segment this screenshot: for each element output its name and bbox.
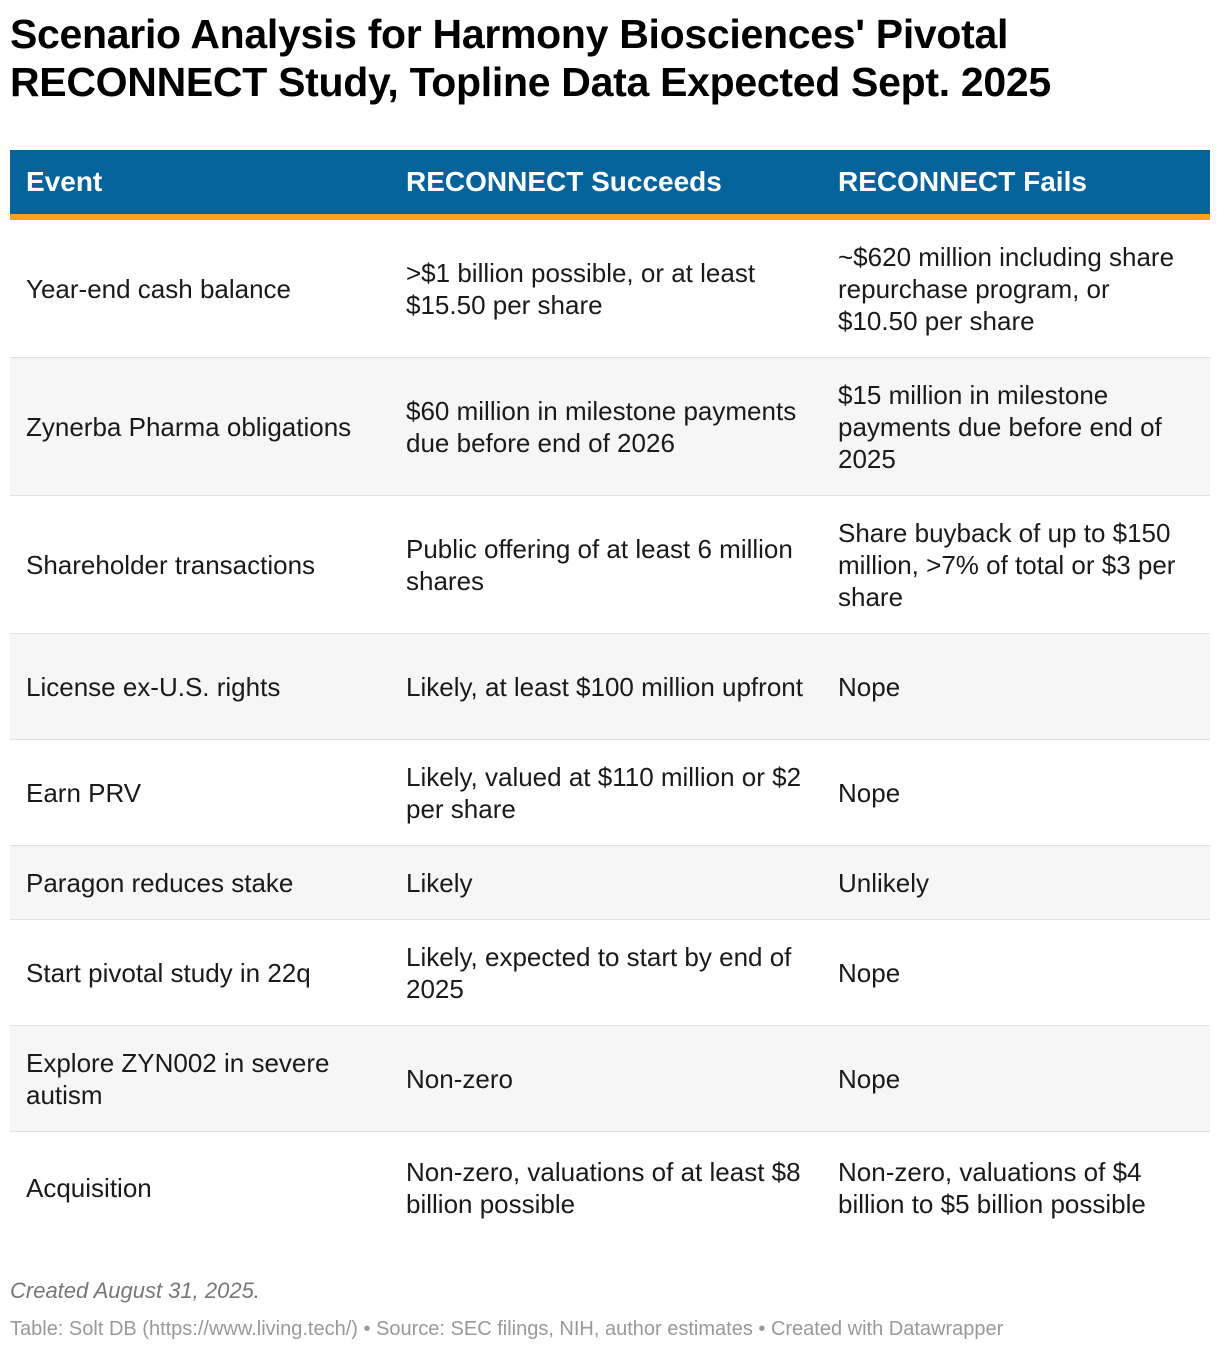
created-date-note: Created August 31, 2025. bbox=[10, 1278, 260, 1303]
succeeds-cell: $60 million in milestone payments due be… bbox=[390, 357, 822, 496]
title-line-2: RECONNECT Study, Topline Data Expected S… bbox=[10, 59, 1051, 105]
event-cell: Paragon reduces stake bbox=[10, 845, 390, 920]
fails-cell: Nope bbox=[822, 919, 1210, 1026]
table-row: Acquisition Non-zero, valuations of at l… bbox=[10, 1132, 1210, 1244]
succeeds-cell: Non-zero, valuations of at least $8 bill… bbox=[406, 1156, 801, 1219]
fails-cell: Nope bbox=[822, 739, 1210, 846]
table-row: Zynerba Pharma obligations $60 million i… bbox=[10, 357, 1210, 496]
fails-cell: Non-zero, valuations of $4 billion to $5… bbox=[838, 1156, 1146, 1219]
succeeds-cell: Likely bbox=[390, 845, 822, 920]
table-row: Year-end cash balance >$1 billion possib… bbox=[10, 217, 1210, 358]
event-cell: Acquisition bbox=[26, 1172, 152, 1203]
source-credit: Table: Solt DB (https://www.living.tech/… bbox=[10, 1318, 1004, 1340]
header-fails: RECONNECT Fails bbox=[822, 150, 1210, 220]
event-cell: Explore ZYN002 in severe autism bbox=[10, 1025, 390, 1132]
fails-cell: Nope bbox=[822, 1025, 1210, 1132]
chart-title: Scenario Analysis for Harmony Bioscience… bbox=[10, 10, 1210, 106]
fails-cell: ~$620 million including share repurchase… bbox=[822, 217, 1210, 358]
event-cell: Earn PRV bbox=[10, 739, 390, 846]
table-row: Start pivotal study in 22q Likely, expec… bbox=[10, 919, 1210, 1026]
fails-cell: Share buyback of up to $150 million, >7%… bbox=[822, 495, 1210, 634]
table-row: License ex-U.S. rights Likely, at least … bbox=[10, 633, 1210, 740]
title-line-1: Scenario Analysis for Harmony Bioscience… bbox=[10, 11, 1009, 57]
event-cell: Start pivotal study in 22q bbox=[10, 919, 390, 1026]
succeeds-cell: Non-zero bbox=[390, 1025, 822, 1132]
scenario-table: Event RECONNECT Succeeds RECONNECT Fails… bbox=[10, 150, 1210, 1243]
fails-cell: $15 million in milestone payments due be… bbox=[822, 357, 1210, 496]
event-cell: Shareholder transactions bbox=[10, 495, 390, 634]
succeeds-cell: >$1 billion possible, or at least $15.50… bbox=[390, 217, 822, 358]
table-header: Event RECONNECT Succeeds RECONNECT Fails bbox=[10, 150, 1210, 220]
succeeds-cell: Likely, at least $100 million upfront bbox=[390, 633, 822, 740]
table-row: Shareholder transactions Public offering… bbox=[10, 495, 1210, 634]
header-succeeds: RECONNECT Succeeds bbox=[390, 150, 822, 220]
fails-cell: Unlikely bbox=[822, 845, 1210, 920]
table-row: Earn PRV Likely, valued at $110 million … bbox=[10, 739, 1210, 846]
event-cell: Year-end cash balance bbox=[10, 217, 390, 358]
event-cell: License ex-U.S. rights bbox=[10, 633, 390, 740]
table-row: Paragon reduces stake Likely Unlikely bbox=[10, 845, 1210, 920]
table-body: Year-end cash balance >$1 billion possib… bbox=[10, 217, 1210, 1243]
header-event: Event bbox=[10, 150, 390, 220]
fails-cell: Nope bbox=[822, 633, 1210, 740]
scenario-table-container: Event RECONNECT Succeeds RECONNECT Fails… bbox=[10, 150, 1210, 1243]
succeeds-cell: Likely, expected to start by end of 2025 bbox=[390, 919, 822, 1026]
event-cell: Zynerba Pharma obligations bbox=[10, 357, 390, 496]
header-row: Event RECONNECT Succeeds RECONNECT Fails bbox=[10, 150, 1210, 220]
succeeds-cell: Public offering of at least 6 million sh… bbox=[390, 495, 822, 634]
table-row: Explore ZYN002 in severe autism Non-zero… bbox=[10, 1025, 1210, 1132]
succeeds-cell: Likely, valued at $110 million or $2 per… bbox=[390, 739, 822, 846]
